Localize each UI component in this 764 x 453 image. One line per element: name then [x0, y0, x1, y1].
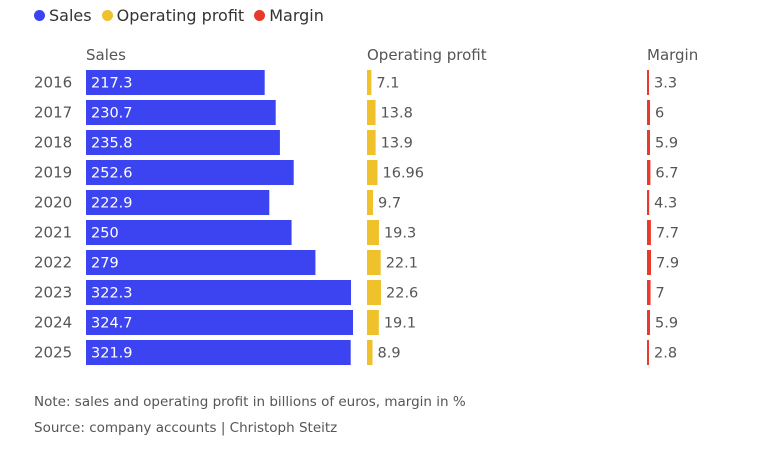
operating-profit-value-label: 7.1 — [376, 76, 399, 92]
chart-note: Note: sales and operating profit in bill… — [34, 394, 466, 410]
legend: Sales Operating profit Margin — [34, 4, 334, 26]
margin-value-label: 7.7 — [656, 226, 679, 242]
legend-swatch — [254, 9, 266, 21]
legend-label: Margin — [269, 5, 324, 25]
year-label: 2024 — [34, 314, 72, 332]
legend-label: Sales — [49, 5, 92, 25]
margin-bar — [647, 160, 651, 185]
sales-value-label: 322.3 — [91, 286, 133, 302]
margin-value-label: 6 — [655, 106, 664, 122]
sales-value-label: 222.9 — [91, 196, 133, 212]
year-label: 2016 — [34, 74, 72, 92]
sales-bar — [86, 130, 280, 155]
margin-value-label: 7.9 — [656, 256, 679, 272]
operating-profit-bar — [367, 340, 373, 365]
operating-profit-value-label: 22.1 — [386, 256, 418, 272]
operating-profit-bar — [367, 250, 381, 275]
year-label: 2018 — [34, 134, 72, 152]
margin-bar — [647, 70, 649, 95]
margin-bar — [647, 130, 650, 155]
sales-value-label: 250 — [91, 226, 119, 242]
margin-bar — [647, 250, 651, 275]
year-label: 2021 — [34, 224, 72, 242]
column-title-margin: Margin — [647, 46, 698, 64]
operating-profit-bar — [367, 310, 379, 335]
sales-value-label: 324.7 — [91, 316, 133, 332]
sales-value-label: 230.7 — [91, 106, 133, 122]
operating-profit-bar — [367, 130, 376, 155]
margin-bar — [647, 310, 650, 335]
operating-profit-bar — [367, 70, 372, 95]
sales-value-label: 321.9 — [91, 346, 133, 362]
margin-value-label: 3.3 — [654, 76, 677, 92]
operating-profit-bar — [367, 280, 381, 305]
operating-profit-bar — [367, 220, 379, 245]
margin-bar — [647, 220, 651, 245]
column-title-operating-profit: Operating profit — [367, 46, 487, 64]
legend-item-margin: Margin — [254, 6, 324, 25]
legend-swatch — [101, 9, 113, 21]
operating-profit-value-label: 16.96 — [383, 166, 425, 182]
margin-bar — [647, 100, 651, 125]
margin-value-label: 6.7 — [655, 166, 678, 182]
margin-bar — [647, 280, 651, 305]
legend-swatch — [34, 9, 45, 21]
margin-value-label: 2.8 — [654, 346, 677, 362]
sales-bar — [86, 310, 353, 335]
year-label: 2017 — [34, 104, 72, 122]
sales-value-label: 235.8 — [91, 136, 133, 152]
margin-value-label: 4.3 — [654, 196, 677, 212]
operating-profit-value-label: 22.6 — [386, 286, 418, 302]
operating-profit-value-label: 19.3 — [384, 226, 416, 242]
year-label: 2019 — [34, 164, 72, 182]
sales-value-label: 252.6 — [91, 166, 133, 182]
sales-bar — [86, 100, 276, 125]
column-title-sales: Sales — [86, 46, 126, 64]
operating-profit-value-label: 8.9 — [378, 346, 401, 362]
legend-item-operating-profit: Operating profit — [101, 5, 245, 25]
sales-bar — [86, 190, 270, 215]
sales-bar — [86, 280, 352, 305]
margin-bar — [647, 190, 650, 215]
margin-value-label: 7 — [656, 286, 665, 302]
operating-profit-bar — [367, 190, 374, 215]
chart-source: Source: company accounts | Christoph Ste… — [34, 420, 338, 436]
sales-value-label: 279 — [91, 256, 119, 272]
year-label: 2022 — [34, 254, 72, 272]
margin-value-label: 5.9 — [655, 136, 678, 152]
sales-bar — [86, 160, 294, 185]
margin-value-label: 5.9 — [655, 316, 678, 332]
sales-bar — [86, 220, 292, 245]
sales-bar — [86, 70, 265, 95]
margin-bar — [647, 340, 649, 365]
sales-bar — [86, 340, 351, 365]
legend-item-sales: Sales — [34, 6, 92, 25]
sales-value-label: 217.3 — [91, 76, 133, 92]
sales-bar — [86, 250, 316, 275]
year-label: 2025 — [34, 344, 72, 362]
legend-label: Operating profit — [116, 5, 245, 25]
operating-profit-bar — [367, 100, 376, 125]
operating-profit-value-label: 13.8 — [381, 106, 413, 122]
operating-profit-value-label: 19.1 — [384, 316, 416, 332]
year-label: 2023 — [34, 284, 72, 302]
year-label: 2020 — [34, 194, 72, 212]
operating-profit-value-label: 9.7 — [378, 196, 401, 212]
chart: Sales Operating profit Margin 2016 2017 2018 2… — [34, 46, 698, 365]
operating-profit-value-label: 13.9 — [381, 136, 413, 152]
operating-profit-bar — [367, 160, 378, 185]
